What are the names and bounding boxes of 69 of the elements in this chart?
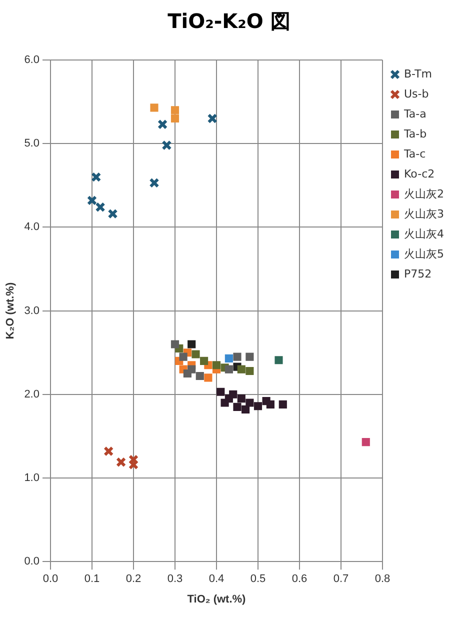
legend-label: Ta-c <box>403 147 426 160</box>
x-tick-label: 0.5 <box>250 573 266 586</box>
point <box>254 402 262 410</box>
point <box>233 402 242 411</box>
x-tick-label: 0.0 <box>42 573 58 586</box>
x-tick-label: 0.6 <box>292 573 308 586</box>
legend-label: B-Tm <box>404 67 432 80</box>
x-tick-label: 0.4 <box>208 573 224 586</box>
point <box>246 352 254 361</box>
point <box>204 374 212 382</box>
chart-title: TiO₂-K₂O 図 <box>166 8 292 35</box>
y-tick-label: 3.0 <box>24 304 40 317</box>
y-tick-label: 4.0 <box>24 221 40 234</box>
point <box>233 352 242 361</box>
point <box>224 354 233 362</box>
x-tick-label: 0.8 <box>374 573 390 586</box>
point <box>158 119 168 130</box>
legend-label: P752 <box>404 267 432 280</box>
x-tick-label: 0.7 <box>333 573 349 586</box>
point <box>224 394 233 403</box>
y-tick-label: 1.0 <box>24 472 40 484</box>
x-tick-label: 0.1 <box>84 573 100 586</box>
point <box>108 208 118 219</box>
point <box>183 369 192 378</box>
point <box>170 114 180 123</box>
legend-label: Us-b <box>404 87 429 100</box>
y-axis-title: K₂O (wt.%) <box>4 282 17 340</box>
point <box>278 400 287 408</box>
point <box>192 350 200 358</box>
legend-label: Ta-a <box>403 107 426 120</box>
point <box>237 394 246 403</box>
point <box>246 398 254 407</box>
legend-label: 火山灰2 <box>404 187 444 200</box>
legend-label: 火山灰3 <box>404 207 444 220</box>
legend-label: 火山灰5 <box>404 247 444 260</box>
point <box>188 340 196 348</box>
point <box>86 195 98 206</box>
point <box>266 400 274 408</box>
y-tick-label: 6.0 <box>24 54 40 66</box>
point <box>95 202 106 212</box>
legend-label: Ta-b <box>403 127 427 140</box>
point <box>196 372 204 380</box>
point <box>216 388 225 396</box>
legend-label: Ko-c2 <box>404 167 435 180</box>
point <box>162 140 172 150</box>
point <box>224 365 233 374</box>
point <box>242 405 250 414</box>
point <box>149 178 160 188</box>
point <box>104 446 114 456</box>
point <box>200 356 208 365</box>
point <box>170 106 180 114</box>
x-tick-label: 0.2 <box>126 573 142 586</box>
point <box>150 104 158 112</box>
point <box>274 356 283 364</box>
point <box>212 361 221 370</box>
point <box>116 457 126 468</box>
point <box>170 340 180 348</box>
point <box>246 366 254 376</box>
point <box>237 365 246 374</box>
point <box>179 352 188 361</box>
x-axis-title: TiO₂ (wt.%) <box>187 593 246 606</box>
legend-label: 火山灰4 <box>404 227 444 240</box>
y-tick-label: 0.0 <box>24 556 40 568</box>
y-tick-label: 5.0 <box>24 138 40 150</box>
point <box>362 438 370 446</box>
y-tick-label: 2.0 <box>24 388 40 400</box>
x-tick-label: 0.3 <box>167 573 183 586</box>
point <box>207 113 218 124</box>
point <box>91 172 102 182</box>
